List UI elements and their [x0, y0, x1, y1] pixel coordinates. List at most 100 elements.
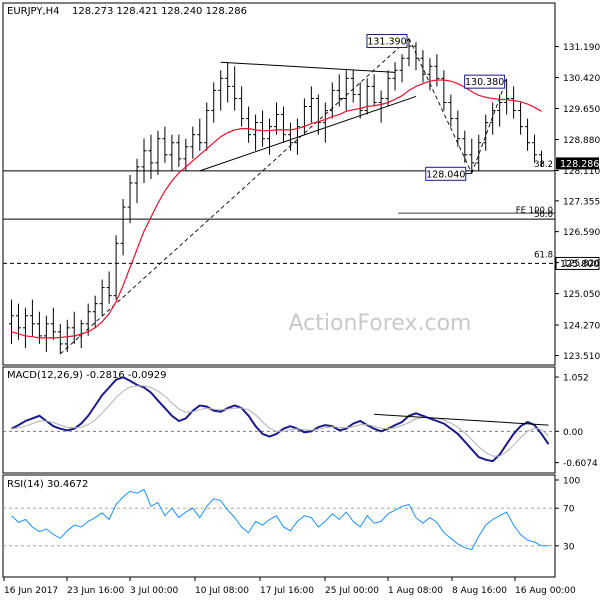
candle [36, 311, 42, 344]
candle [204, 102, 210, 151]
ohlc-label: 128.273 128.421 128.240 128.286 [72, 6, 247, 17]
candle [260, 110, 266, 147]
candle [85, 303, 91, 336]
candle [413, 42, 419, 71]
candle [253, 114, 259, 151]
rsi-y-axis: 100 70 30 [555, 477, 580, 552]
rsi-line [11, 488, 549, 551]
candle [343, 70, 349, 111]
price-callout-leader [504, 78, 507, 82]
candle [532, 134, 538, 163]
current-price-label: 128.286 [560, 159, 599, 170]
candle [43, 315, 49, 352]
candle [134, 158, 140, 204]
candle [476, 134, 482, 171]
fib-level-label: 38.2 [534, 160, 553, 170]
x-tick-label: 16 Jun 2017 [4, 586, 58, 596]
main-y-tick-label: 125.050 [563, 290, 600, 300]
rsi-y-tick-label: 70 [563, 505, 575, 515]
candle [539, 150, 545, 167]
candle [8, 299, 14, 344]
main-y-axis: 131.190 130.420 129.650 128.880 128.110 127.3… [555, 43, 600, 362]
candle [308, 86, 314, 123]
main-y-tick-label: 128.880 [563, 136, 600, 146]
candle [378, 90, 384, 123]
main-y-tick-label: 131.190 [563, 43, 600, 53]
current-price-box [556, 157, 599, 170]
axis-price-label: 125.800 [560, 259, 599, 270]
x-tick-label: 10 Jul 08:00 [195, 586, 249, 596]
main-annotations: 131.390 130.380 128.040 125.800 FE 100.050.0… [366, 34, 600, 270]
rsi-title: RSI(14) 30.4672 [7, 479, 88, 490]
candle [225, 62, 231, 103]
candle [434, 54, 440, 87]
candle [399, 54, 405, 83]
candle [176, 134, 182, 167]
candle [218, 70, 224, 111]
candle [301, 98, 307, 135]
candle [155, 130, 161, 175]
main-y-tick-label: 123.510 [563, 352, 600, 362]
moving-average [11, 79, 542, 339]
main-y-tick-label: 130.420 [563, 74, 600, 84]
candle [197, 118, 203, 151]
macd-signal-line [11, 385, 549, 457]
macd-y-tick-label: 0.00 [563, 428, 583, 438]
x-tick-label: 16 Aug 00:00 [515, 586, 576, 596]
macd-trendline [374, 413, 549, 426]
candle [141, 138, 147, 183]
candle [469, 138, 475, 174]
candle [287, 122, 293, 151]
x-tick-label: 3 Jul 00:00 [130, 586, 179, 596]
x-tick-label: 23 Jun 16:00 [67, 586, 124, 596]
candle [322, 102, 328, 143]
price-callout-leader [406, 38, 410, 42]
x-axis: 16 Jun 2017 23 Jun 16:00 3 Jul 00:00 10 Jul… [3, 577, 576, 596]
fib-level-label: FE 100.0 [516, 206, 553, 216]
macd-y-axis: 1.052 0.00 -0.6074 [555, 374, 598, 469]
main-y-tick-label: 125.820 [563, 259, 600, 269]
candle [50, 307, 56, 340]
main-y-tick-label: 129.650 [563, 105, 600, 115]
candle [518, 102, 524, 135]
candle [448, 94, 454, 127]
triangle-lower-line [199, 95, 417, 172]
main-y-tick-label: 127.355 [563, 197, 600, 207]
candle [183, 138, 189, 171]
candle [462, 130, 468, 163]
main-y-tick-label: 124.270 [563, 321, 600, 331]
candle [71, 311, 77, 344]
candle [385, 70, 391, 107]
macd-main-line [11, 376, 550, 463]
price-callout-leader [465, 172, 472, 175]
candle [127, 174, 133, 224]
candle [392, 62, 398, 91]
candle [504, 79, 510, 115]
candle [239, 86, 245, 127]
fib-level-label: 61.8 [534, 250, 553, 260]
candle [99, 279, 105, 316]
candle [169, 134, 175, 171]
candle [490, 102, 496, 135]
candle [364, 78, 370, 115]
candle [267, 118, 273, 155]
candle [22, 307, 28, 348]
candle [525, 118, 531, 151]
macd-y-tick-label: -0.6074 [563, 459, 598, 469]
axis-price-box [555, 256, 600, 270]
candle [357, 82, 363, 119]
triangle-upper-line [220, 61, 396, 73]
candle [106, 271, 112, 304]
watermark: ActionForex.com [289, 311, 472, 336]
price-callout-label: 128.040 [426, 169, 465, 180]
candle [441, 70, 447, 111]
candle [29, 299, 35, 336]
candle [190, 126, 196, 159]
candle [329, 82, 335, 119]
x-tick-label: 25 Jul 00:00 [325, 586, 379, 596]
candle [92, 295, 98, 328]
candle [483, 114, 489, 151]
price-callout-label: 131.390 [367, 37, 406, 48]
